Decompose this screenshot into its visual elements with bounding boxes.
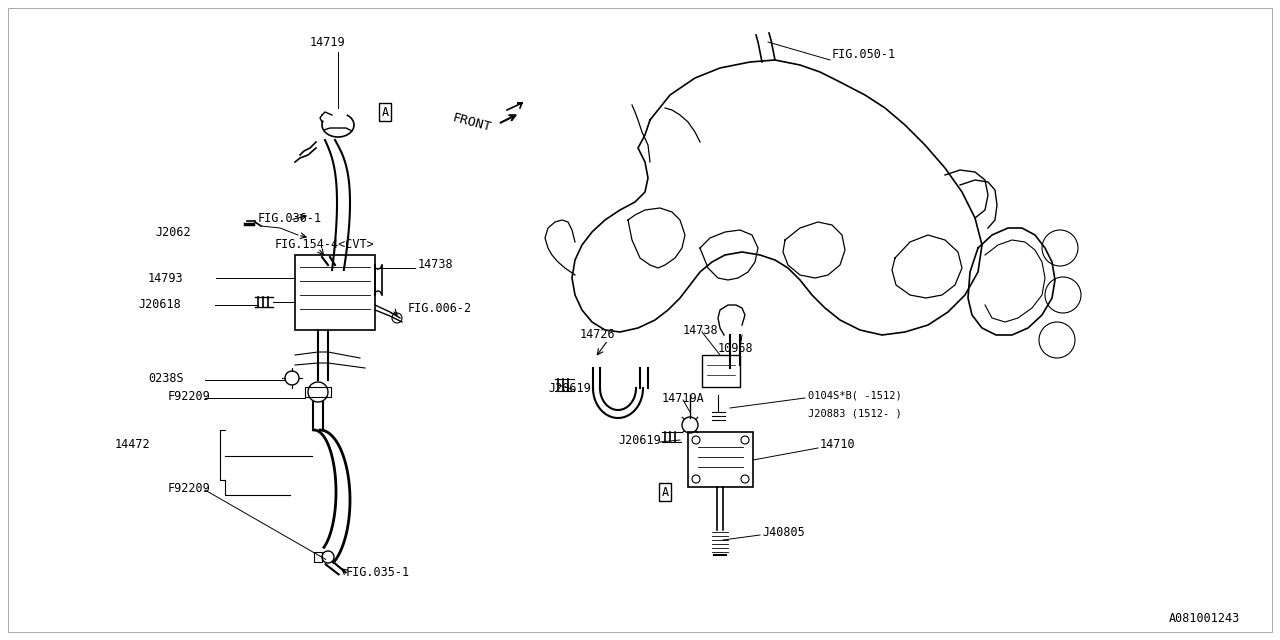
Text: FIG.035-1: FIG.035-1 bbox=[346, 566, 410, 579]
Text: F92209: F92209 bbox=[168, 390, 211, 403]
Text: 14793: 14793 bbox=[148, 271, 183, 285]
Text: 14710: 14710 bbox=[820, 438, 855, 451]
Text: FIG.154-4<CVT>: FIG.154-4<CVT> bbox=[275, 239, 375, 252]
Bar bbox=[701, 355, 740, 387]
Bar bbox=[314, 552, 323, 562]
Text: FIG.050-1: FIG.050-1 bbox=[832, 49, 896, 61]
Bar bbox=[294, 255, 375, 330]
Text: 14719: 14719 bbox=[310, 35, 346, 49]
Text: 14719A: 14719A bbox=[662, 392, 705, 404]
Text: FIG.036-1: FIG.036-1 bbox=[259, 211, 323, 225]
Text: J20619: J20619 bbox=[548, 381, 591, 394]
Text: 0104S*B( -1512): 0104S*B( -1512) bbox=[808, 390, 901, 400]
Text: 14472: 14472 bbox=[115, 438, 151, 451]
Text: J20619: J20619 bbox=[618, 433, 660, 447]
Text: 10968: 10968 bbox=[718, 342, 754, 355]
Text: A: A bbox=[662, 486, 668, 499]
Text: F92209: F92209 bbox=[168, 481, 211, 495]
Text: FIG.006-2: FIG.006-2 bbox=[408, 301, 472, 314]
Text: FRONT: FRONT bbox=[451, 112, 493, 134]
Text: J20618: J20618 bbox=[138, 298, 180, 312]
Text: 14726: 14726 bbox=[580, 328, 616, 342]
Text: 14738: 14738 bbox=[684, 323, 718, 337]
Text: J20883 (1512- ): J20883 (1512- ) bbox=[808, 408, 901, 418]
Bar bbox=[689, 432, 753, 487]
Text: 14738: 14738 bbox=[419, 259, 453, 271]
Text: J40805: J40805 bbox=[762, 525, 805, 538]
Text: A081001243: A081001243 bbox=[1169, 611, 1240, 625]
Bar bbox=[305, 387, 332, 397]
Text: 0238S: 0238S bbox=[148, 371, 183, 385]
Text: A: A bbox=[381, 106, 389, 118]
Text: J2062: J2062 bbox=[155, 225, 191, 239]
